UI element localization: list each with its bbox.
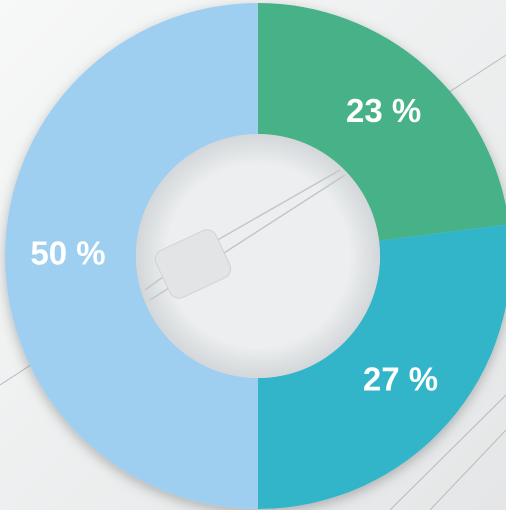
value-label: 50 % — [30, 235, 105, 272]
chart: 23 % 27 % 50 % — [0, 0, 506, 510]
page: {"chart_data": {"type": "donut", "values… — [0, 0, 506, 510]
value-label: 27 % — [363, 360, 438, 397]
value-label: 23 % — [346, 92, 421, 129]
